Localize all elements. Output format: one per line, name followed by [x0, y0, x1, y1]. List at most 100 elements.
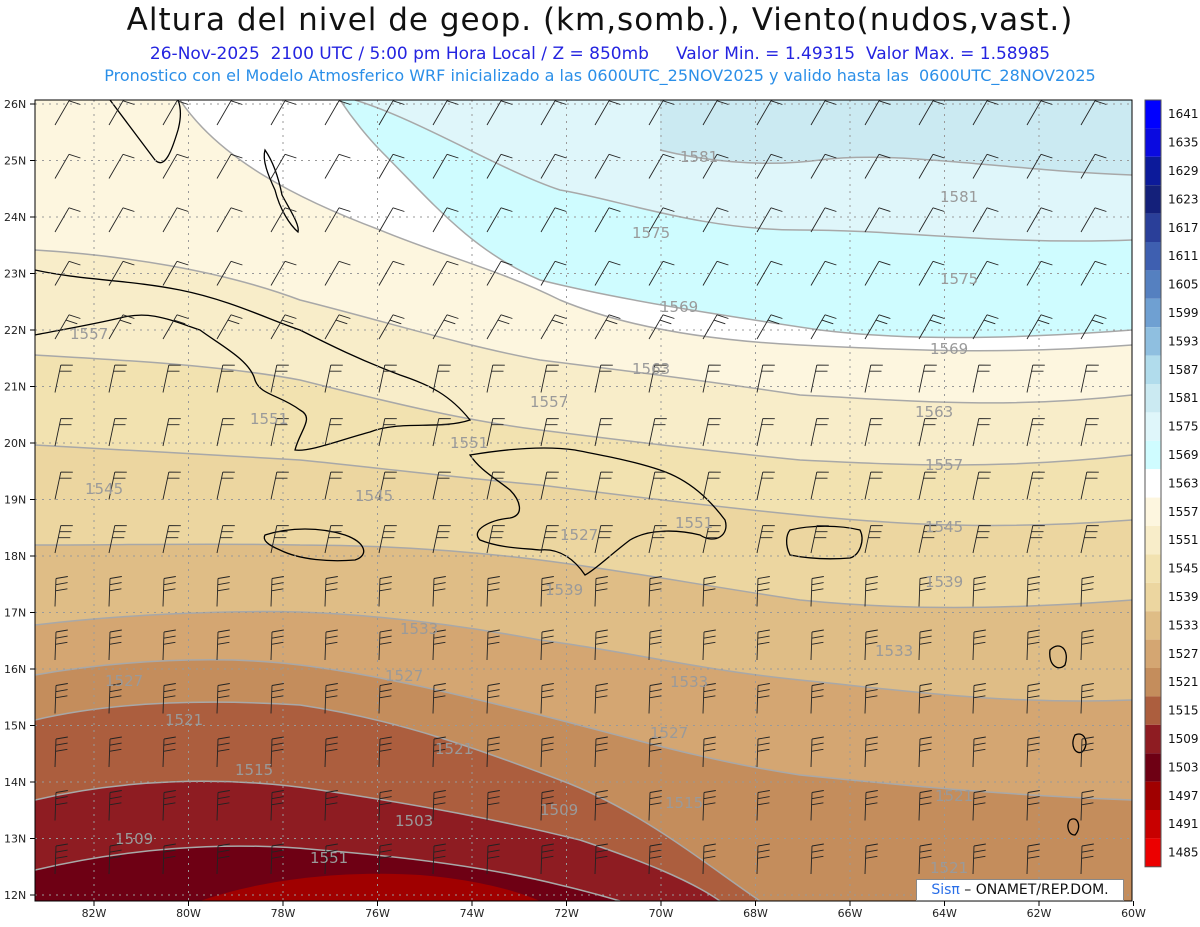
- contour-label: 1515: [665, 794, 703, 812]
- wind-barb: [216, 364, 235, 393]
- wind-barb: [972, 471, 991, 500]
- wind-barb: [1080, 525, 1099, 554]
- colorbar-swatch: [1145, 100, 1161, 129]
- wind-barb: [162, 790, 176, 821]
- colorbar-swatch: [1145, 497, 1161, 526]
- wind-barb: [648, 843, 662, 875]
- wind-barb: [486, 525, 505, 554]
- wind-barb: [108, 100, 135, 126]
- wind-barb: [432, 364, 451, 393]
- wind-barb: [486, 576, 500, 607]
- wind-barb: [540, 153, 567, 179]
- wind-barb: [54, 364, 73, 393]
- wind-barb: [324, 418, 343, 447]
- wind-barb: [810, 153, 837, 179]
- colorbar-swatch: [1145, 213, 1161, 242]
- wind-barb: [756, 260, 783, 286]
- wind-barb: [162, 576, 176, 607]
- wind-barb: [378, 576, 392, 607]
- lat-label: 20N: [4, 437, 26, 450]
- contour-label: 1527: [385, 667, 423, 685]
- wind-barb: [432, 683, 446, 714]
- colorbar-swatch: [1145, 128, 1161, 157]
- map-plot-area: 1581 1581 1575 1575 1569 1569 1563 1563 1557 1557…: [35, 100, 1132, 901]
- wind-barb: [540, 629, 554, 661]
- wind-barb: [1080, 153, 1107, 179]
- contour-label: 1581: [940, 188, 978, 206]
- contour-label: 1569: [930, 340, 968, 358]
- wind-barb: [432, 843, 446, 875]
- colorbar-label: 1641: [1168, 107, 1199, 121]
- wind-barb: [756, 629, 770, 661]
- wind-barb: [270, 683, 284, 714]
- cuba-coast: [35, 269, 472, 451]
- wind-barb: [54, 100, 81, 126]
- wind-barb: [810, 576, 824, 607]
- wind-barb: [1080, 576, 1094, 607]
- wind-barb: [486, 471, 505, 500]
- map-title: Altura del nivel de geop. (km,somb.), Vi…: [126, 2, 1074, 38]
- wind-barb: [810, 207, 837, 233]
- colorbar-label: 1569: [1168, 448, 1199, 462]
- wind-barb: [648, 418, 667, 447]
- wind-barb: [756, 525, 775, 554]
- wind-barb: [108, 260, 135, 286]
- wind-barb: [594, 418, 613, 447]
- wind-barb: [270, 843, 284, 875]
- band-1539: [35, 445, 1132, 608]
- wind-barb: [324, 153, 351, 179]
- model-info-line: Pronostico con el Modelo Atmosferico WRF…: [104, 66, 1096, 85]
- contour-label: 1557: [530, 393, 568, 411]
- wind-barb: [810, 314, 837, 340]
- wind-barb: [54, 683, 68, 714]
- lat-label: 21N: [4, 381, 26, 394]
- wind-barb: [486, 153, 513, 179]
- wind-barb: [702, 260, 729, 286]
- contour-label: 1509: [115, 830, 153, 848]
- colorbar-label: 1485: [1168, 846, 1199, 860]
- wind-barb: [810, 260, 837, 286]
- wind-barb: [54, 525, 73, 554]
- wind-barb: [594, 471, 613, 500]
- wind-barb: [378, 314, 405, 340]
- lat-label: 26N: [4, 98, 26, 111]
- wind-barb: [972, 153, 999, 179]
- wind-barb: [54, 260, 81, 286]
- wind-barb: [756, 471, 775, 500]
- lat-label: 14N: [4, 776, 26, 789]
- band-1497: [200, 873, 540, 901]
- wind-barb: [54, 314, 81, 340]
- colorbar-swatch: [1145, 696, 1161, 725]
- wind-barb: [216, 683, 230, 714]
- colorbar-swatch: [1145, 639, 1161, 668]
- wind-barb: [594, 207, 621, 233]
- contour-label: 1533: [400, 620, 438, 638]
- wind-barb: [864, 576, 878, 607]
- wind-barb: [486, 260, 513, 286]
- wind-barb: [324, 314, 351, 340]
- colorbar-label: 1491: [1168, 817, 1199, 831]
- wind-barb: [540, 683, 554, 714]
- colorbar-swatch: [1145, 611, 1161, 640]
- forecast-time-line: 26-Nov-2025 2100 UTC / 5:00 pm Hora Loca…: [149, 44, 1051, 64]
- wind-barb: [162, 629, 176, 661]
- wind-barb: [1026, 314, 1053, 340]
- wind-barb: [810, 525, 829, 554]
- wind-barb: [540, 576, 554, 607]
- wind-barb: [162, 471, 181, 500]
- wind-barb: [1080, 629, 1094, 661]
- wind-barb: [972, 207, 999, 233]
- wind-barb: [1080, 843, 1094, 875]
- contour-label: 1551: [675, 514, 713, 532]
- wind-barb: [702, 471, 721, 500]
- colorbar-swatch: [1145, 355, 1161, 384]
- contour-label: 1557: [70, 325, 108, 343]
- wind-barb: [378, 207, 405, 233]
- wind-barb: [216, 418, 235, 447]
- wind-barb: [918, 790, 932, 821]
- wind-barb: [594, 525, 613, 554]
- lat-label: 12N: [4, 889, 26, 902]
- wind-barb: [324, 629, 338, 661]
- wind-barb: [54, 471, 73, 500]
- wind-barb: [540, 525, 559, 554]
